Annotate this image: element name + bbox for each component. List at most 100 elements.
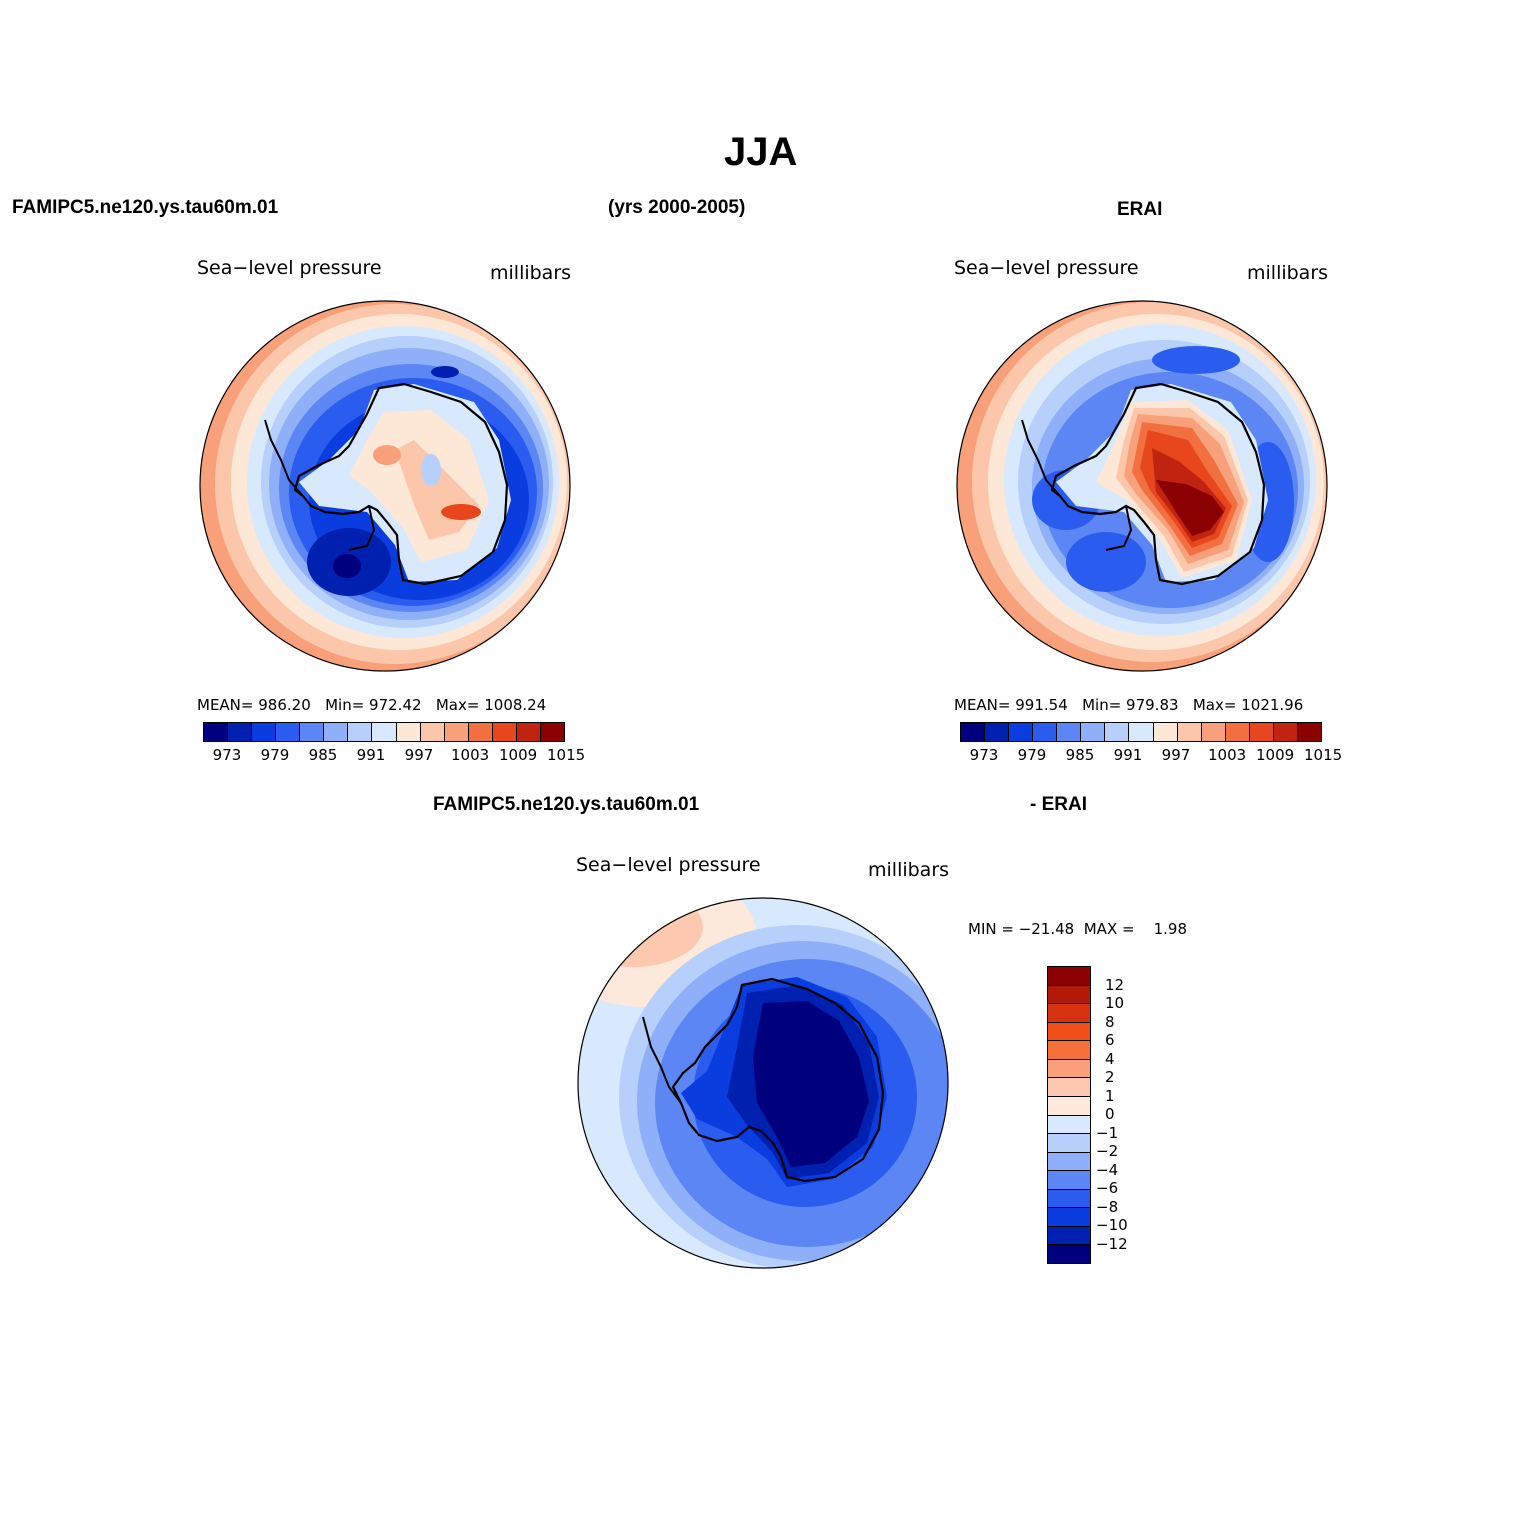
colorbar-swatch xyxy=(1057,723,1082,741)
colorbar-swatch xyxy=(1297,723,1321,741)
colorbar-swatch xyxy=(1048,1152,1090,1172)
colorbar-swatch xyxy=(1201,723,1226,741)
model-colorbar xyxy=(203,722,565,742)
model-stats: MEAN= 986.20 Min= 972.42 Max= 1008.24 xyxy=(197,696,547,714)
colorbar-tick-label: 6 xyxy=(1105,1031,1115,1049)
model-colorbar-ticks: 973 979 985 991 997 1003 1009 1015 xyxy=(203,746,586,764)
colorbar-swatch xyxy=(1048,1208,1090,1227)
obs-colorbar xyxy=(960,722,1322,742)
colorbar-swatch xyxy=(1225,723,1250,741)
colorbar-swatch xyxy=(420,723,445,741)
colorbar-swatch xyxy=(396,723,421,741)
obs-variable-label: Sea−level pressure xyxy=(954,257,1139,279)
colorbar-swatch xyxy=(492,723,517,741)
diff-map-border xyxy=(577,897,949,1269)
colorbar-tick-label: 2 xyxy=(1105,1068,1115,1086)
colorbar-swatch xyxy=(1048,1078,1090,1097)
colorbar-tick-label: 1015 xyxy=(547,746,586,764)
colorbar-swatch xyxy=(1048,1096,1090,1116)
colorbar-swatch xyxy=(1048,1226,1090,1246)
colorbar-swatch xyxy=(516,723,541,741)
obs-max: 1021.96 xyxy=(1241,696,1304,714)
colorbar-swatch xyxy=(228,723,253,741)
colorbar-swatch xyxy=(252,723,277,741)
colorbar-swatch xyxy=(1048,1059,1090,1079)
obs-colorbar-ticks: 973 979 985 991 997 1003 1009 1015 xyxy=(960,746,1343,764)
colorbar-swatch xyxy=(1048,1189,1090,1209)
colorbar-swatch xyxy=(276,723,301,741)
colorbar-tick-label: 1003 xyxy=(1208,746,1247,764)
colorbar-tick-label: 985 xyxy=(1065,746,1095,764)
colorbar-swatch xyxy=(1048,1134,1090,1153)
colorbar-swatch xyxy=(1009,723,1034,741)
colorbar-tick-label: −6 xyxy=(1096,1179,1119,1197)
antarctica-coastline xyxy=(671,977,885,1183)
obs-stats: MEAN= 991.54 Min= 979.83 Max= 1021.96 xyxy=(954,696,1304,714)
colorbar-swatch xyxy=(540,723,564,741)
diff-minmax: MIN = −21.48 MAX = 1.98 xyxy=(968,920,1188,938)
diff-variable-label: Sea−level pressure xyxy=(576,854,761,876)
colorbar-tick-label: 973 xyxy=(212,746,242,764)
colorbar-tick-label: 1 xyxy=(1105,1086,1115,1105)
diff-obs-label: - ERAI xyxy=(1030,794,1087,815)
colorbar-swatch xyxy=(324,723,349,741)
colorbar-swatch xyxy=(1249,723,1274,741)
colorbar-swatch xyxy=(1048,1171,1090,1190)
model-label: FAMIPC5.ne120.ys.tau60m.01 xyxy=(12,197,279,218)
colorbar-swatch xyxy=(204,723,229,741)
colorbar-tick-label: 0 xyxy=(1105,1105,1115,1123)
colorbar-swatch xyxy=(1081,723,1106,741)
colorbar-swatch xyxy=(1153,723,1178,741)
antarctica-coastline xyxy=(1050,382,1266,586)
colorbar-swatch xyxy=(1177,723,1202,741)
model-variable-label: Sea−level pressure xyxy=(197,257,382,279)
obs-mean: 991.54 xyxy=(1015,696,1068,714)
colorbar-swatch xyxy=(348,723,373,741)
obs-map-border xyxy=(956,300,1328,672)
colorbar-tick-label: 991 xyxy=(356,746,386,764)
colorbar-swatch xyxy=(1048,967,1090,986)
model-max: 1008.24 xyxy=(484,696,547,714)
colorbar-tick-label: 1009 xyxy=(1256,746,1295,764)
colorbar-tick-label: −8 xyxy=(1096,1197,1119,1216)
colorbar-swatch xyxy=(1129,723,1154,741)
colorbar-swatch xyxy=(1273,723,1298,741)
model-min: 972.42 xyxy=(369,696,422,714)
antarctica-coastline xyxy=(293,382,509,586)
model-mean: 986.20 xyxy=(258,696,311,714)
colorbar-tick-label: 1015 xyxy=(1304,746,1343,764)
colorbar-tick-label: 979 xyxy=(260,746,290,764)
colorbar-swatch xyxy=(444,723,469,741)
colorbar-tick-label: −10 xyxy=(1096,1216,1128,1234)
colorbar-tick-label: 4 xyxy=(1105,1049,1115,1068)
colorbar-swatch xyxy=(468,723,493,741)
colorbar-tick-label: 12 xyxy=(1105,975,1125,994)
colorbar-swatch xyxy=(1105,723,1130,741)
colorbar-swatch xyxy=(1048,1041,1090,1060)
colorbar-tick-label: 985 xyxy=(308,746,338,764)
obs-label: ERAI xyxy=(1117,199,1163,220)
diff-model-label: FAMIPC5.ne120.ys.tau60m.01 xyxy=(433,794,700,815)
years-label: (yrs 2000-2005) xyxy=(608,197,746,218)
colorbar-tick-label: 1003 xyxy=(451,746,490,764)
colorbar-tick-label: 991 xyxy=(1113,746,1143,764)
model-units-label: millibars xyxy=(490,262,572,284)
figure-title: JJA xyxy=(724,130,798,174)
colorbar-tick-label: 979 xyxy=(1017,746,1047,764)
colorbar-swatch xyxy=(372,723,397,741)
obs-min: 979.83 xyxy=(1126,696,1179,714)
colorbar-swatch xyxy=(1048,1004,1090,1023)
model-polar-map xyxy=(199,300,571,672)
diff-polar-map xyxy=(577,897,949,1269)
colorbar-swatch xyxy=(985,723,1010,741)
colorbar-swatch xyxy=(1048,1245,1090,1263)
obs-units-label: millibars xyxy=(1247,262,1329,284)
colorbar-tick-label: 997 xyxy=(1161,746,1191,764)
colorbar-swatch xyxy=(961,723,986,741)
colorbar-tick-label: 8 xyxy=(1105,1012,1115,1031)
colorbar-tick-label: 973 xyxy=(969,746,999,764)
diff-colorbar-ticks: 12 10 8 6 4 2 1 0 −1 −2 −4 −6 −8 −10 −12 xyxy=(1096,966,1156,1262)
colorbar-tick-label: −1 xyxy=(1096,1123,1119,1142)
colorbar-swatch xyxy=(1048,1022,1090,1042)
diff-colorbar xyxy=(1047,966,1091,1264)
